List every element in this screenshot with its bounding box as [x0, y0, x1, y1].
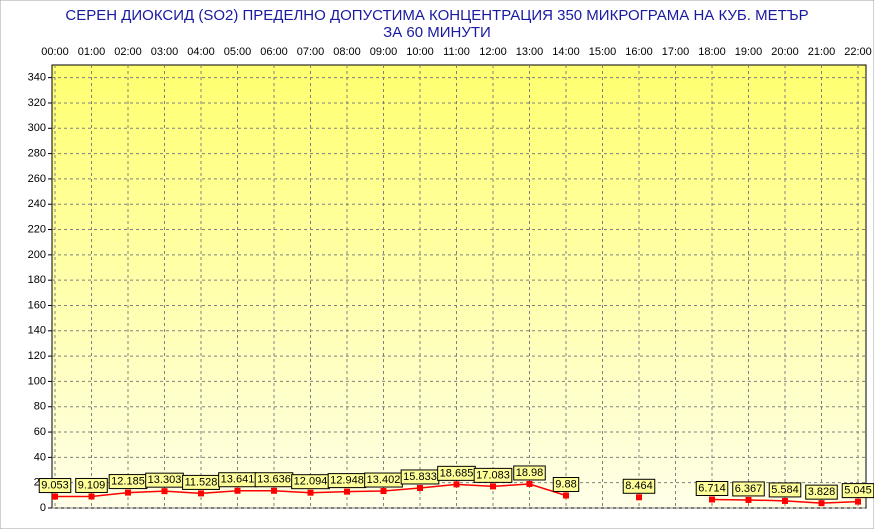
point: [161, 488, 168, 495]
x-tick-label: 13:00: [516, 46, 544, 58]
x-tick-label: 09:00: [370, 46, 398, 58]
value-label-box: [75, 477, 108, 493]
value-label: 12.185: [111, 475, 145, 487]
value-label-box: [768, 482, 802, 498]
value-label-box: [695, 481, 729, 497]
point: [271, 487, 277, 494]
x-tick-label: 02:00: [114, 46, 142, 58]
value-label: 18.98: [516, 467, 544, 479]
y-tick-label: 260: [28, 173, 46, 185]
value-label: 13.641: [221, 474, 255, 486]
point: [563, 492, 569, 499]
y-tick-label: 300: [28, 122, 46, 134]
value-label: 13.402: [367, 474, 401, 486]
x-tick-label: 19:00: [735, 46, 763, 58]
x-tick-label: 14:00: [552, 46, 580, 58]
chart-subtitle: ЗА 60 МИНУТИ: [383, 24, 491, 41]
x-tick-label: 06:00: [260, 46, 288, 58]
x-tick-label: 22:00: [844, 46, 872, 58]
x-tick-label: 08:00: [333, 46, 361, 58]
y-tick-label: 140: [28, 325, 46, 337]
value-label: 9.109: [78, 479, 106, 491]
point: [52, 493, 58, 500]
y-tick-label: 180: [28, 274, 46, 286]
value-label: 12.948: [330, 475, 364, 487]
point: [125, 489, 131, 496]
value-label-box: [805, 484, 838, 500]
point: [855, 498, 861, 505]
y-tick-label: 60: [34, 426, 46, 438]
x-tick-label: 10:00: [406, 46, 434, 58]
value-label: 5.045: [844, 485, 872, 497]
x-tick-label: 12:00: [479, 46, 507, 58]
x-tick-label: 05:00: [224, 46, 252, 58]
x-tick-label: 21:00: [808, 46, 836, 58]
x-tick-label: 00:00: [41, 46, 69, 58]
point: [782, 497, 788, 504]
point: [198, 490, 204, 497]
x-tick-label: 11:00: [443, 46, 470, 58]
point: [490, 483, 496, 490]
y-tick-label: 40: [34, 451, 46, 463]
point: [234, 487, 241, 494]
point: [745, 496, 752, 503]
x-tick-label: 03:00: [151, 46, 179, 58]
x-tick-label: 17:00: [662, 46, 690, 58]
value-label: 6.714: [698, 482, 726, 494]
chart-title: СЕРЕН ДИОКСИД (SO2) ПРЕДЕЛНО ДОПУСТИМА К…: [65, 7, 808, 24]
point: [636, 494, 642, 501]
point: [818, 500, 825, 507]
value-label-box: [732, 481, 765, 497]
point: [453, 481, 460, 488]
point: [709, 496, 715, 503]
x-tick-label: 07:00: [297, 46, 325, 58]
y-tick-label: 100: [28, 375, 46, 387]
plot-area: [51, 64, 867, 509]
x-tick-label: 20:00: [771, 46, 799, 58]
point: [417, 484, 423, 491]
value-label: 12.094: [294, 476, 328, 488]
x-tick-label: 04:00: [187, 46, 215, 58]
point: [307, 489, 314, 496]
value-label-box: [552, 476, 580, 492]
value-label: 18.685: [440, 467, 474, 479]
point: [380, 488, 387, 495]
point: [344, 488, 350, 495]
value-label: 11.528: [185, 476, 218, 488]
value-label-box: [622, 478, 656, 494]
point: [526, 480, 533, 487]
y-tick-label: 340: [28, 72, 46, 84]
y-tick-label: 320: [28, 97, 46, 109]
value-label: 3.828: [808, 486, 836, 498]
y-tick-label: 200: [28, 249, 46, 261]
y-tick-label: 0: [40, 502, 46, 514]
x-tick-label: 01:00: [78, 46, 106, 58]
y-tick-label: 120: [28, 350, 46, 362]
value-label: 8.464: [625, 480, 653, 492]
value-label-box: [38, 478, 72, 494]
value-label: 17.083: [476, 469, 510, 481]
value-label: 9.88: [555, 478, 576, 490]
value-label: 13.303: [148, 474, 182, 486]
x-tick-label: 15:00: [589, 46, 617, 58]
x-tick-label: 16:00: [625, 46, 653, 58]
value-label: 6.367: [735, 483, 763, 495]
value-label: 5.584: [771, 484, 799, 496]
y-tick-label: 80: [34, 401, 46, 413]
point: [88, 493, 95, 500]
value-label: 15.833: [403, 471, 437, 483]
x-tick-label: 18:00: [698, 46, 726, 58]
value-label: 9.053: [41, 479, 69, 491]
y-tick-label: 160: [28, 299, 46, 311]
value-label: 13.636: [257, 474, 291, 486]
y-tick-label: 240: [28, 198, 46, 210]
value-label-box: [473, 467, 513, 483]
y-tick-label: 220: [28, 223, 46, 235]
value-label-box: [513, 465, 546, 481]
y-tick-label: 280: [28, 148, 46, 160]
